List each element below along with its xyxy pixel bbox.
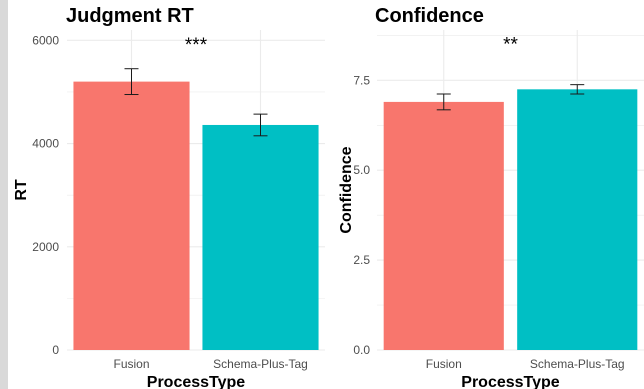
bar-fusion (73, 81, 190, 350)
y-tick-label: 0 (52, 343, 59, 357)
y-tick-label: 6000 (32, 33, 59, 47)
y-tick-label: 0.0 (353, 343, 370, 357)
y-tick-label: 7.5 (353, 73, 370, 87)
bar-schema-plus-tag (517, 89, 638, 351)
y-tick-label: 2.5 (353, 253, 370, 267)
x-tick-label: Schema-Plus-Tag (530, 357, 625, 371)
significance-marker: ** (503, 35, 518, 56)
y-tick-label: 4000 (32, 137, 59, 151)
x-axis-label: ProcessType (461, 374, 560, 389)
confidence-chart: 0.0 2.5 5.0 7.5 Fusion Schema-Plus-Tag ** Confi… (338, 5, 644, 389)
bar-schema-plus-tag (202, 124, 319, 350)
y-tick-label: 2000 (32, 240, 59, 254)
significance-marker: *** (185, 35, 208, 56)
x-tick-label: Fusion (426, 357, 462, 371)
chart-title: Confidence (375, 5, 484, 27)
bar-fusion (383, 101, 504, 350)
y-axis-label: RT (13, 179, 30, 201)
x-tick-label: Schema-Plus-Tag (213, 357, 308, 371)
y-axis-label: Confidence (338, 146, 355, 233)
chart-title: Judgment RT (66, 5, 194, 27)
rt-chart: 0 2000 4000 6000 Fusion Schema-Plus-Tag *** Jud… (13, 5, 325, 389)
y-tick-label: 5.0 (353, 163, 370, 177)
x-tick-label: Fusion (113, 357, 149, 371)
x-axis-label: ProcessType (147, 374, 246, 389)
